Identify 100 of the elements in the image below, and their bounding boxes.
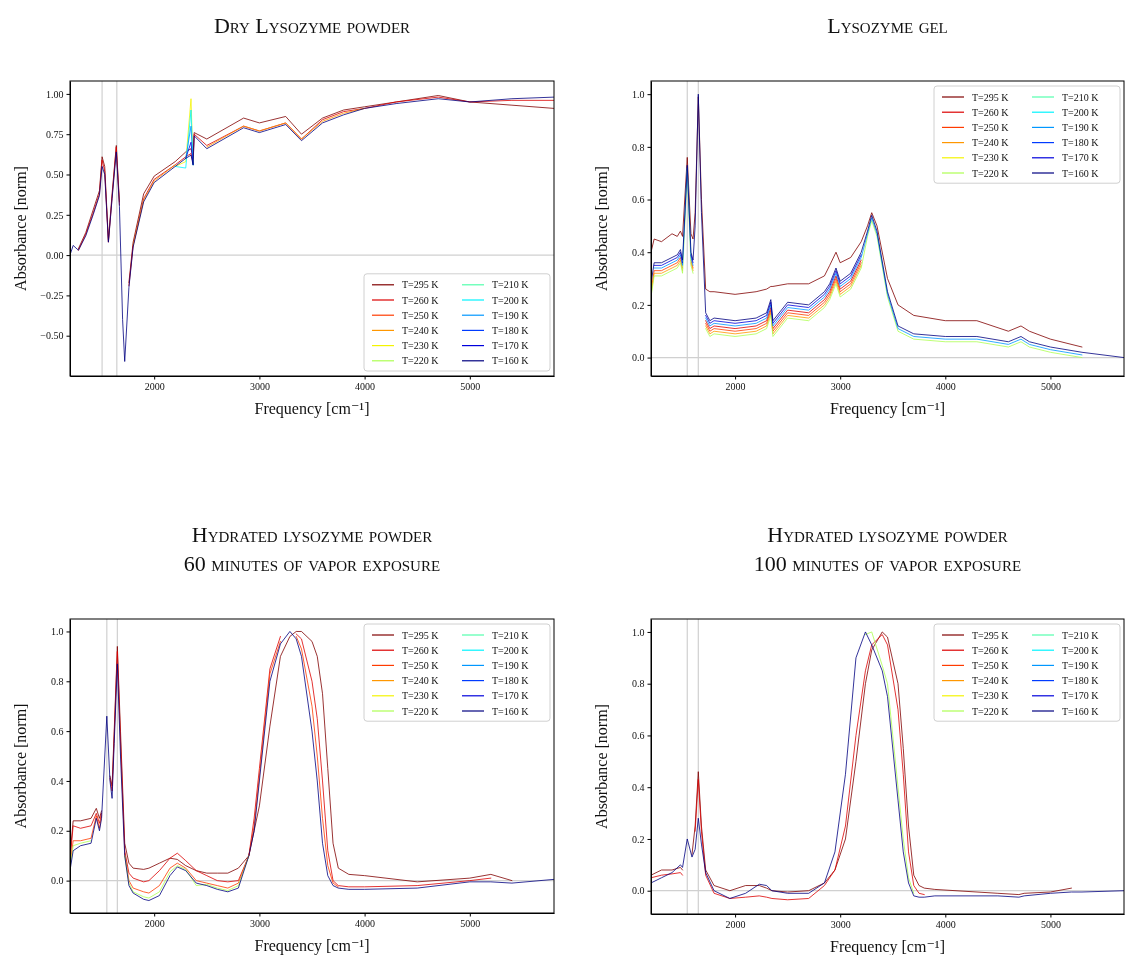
legend-label: T=230 K: [402, 690, 440, 702]
legend-label: T=160 K: [492, 705, 530, 717]
x-tick-label: 3000: [830, 918, 851, 930]
legend-label: T=295 K: [972, 91, 1010, 103]
y-tick-label: 0.8: [51, 675, 64, 687]
legend-label: T=240 K: [402, 324, 440, 336]
legend-label: T=250 K: [972, 659, 1010, 671]
legend-label: T=160 K: [1062, 705, 1100, 717]
y-tick-label: 0.0: [51, 875, 64, 887]
legend-label: T=210 K: [492, 629, 530, 641]
legend-label: T=250 K: [972, 121, 1010, 133]
legend-label: T=250 K: [402, 659, 440, 671]
legend-label: T=200 K: [492, 294, 530, 306]
legend-label: T=180 K: [1062, 675, 1100, 687]
legend-label: T=240 K: [972, 675, 1010, 687]
y-tick-label: 0.4: [632, 781, 645, 793]
x-axis-title: Frequency [cm⁻¹]: [254, 937, 370, 955]
legend-label: T=190 K: [1062, 659, 1100, 671]
legend-label: T=170 K: [492, 690, 530, 702]
y-tick-label: 0.4: [632, 246, 645, 258]
legend-label: T=240 K: [972, 137, 1010, 149]
y-tick-label: 1.0: [632, 626, 645, 638]
legend-label: T=220 K: [972, 705, 1010, 717]
x-tick-label: 5000: [460, 380, 481, 392]
legend-label: T=220 K: [402, 355, 440, 367]
legend-label: T=200 K: [1062, 106, 1100, 118]
y-tick-label: 0.6: [51, 725, 64, 737]
legend-label: T=210 K: [1062, 91, 1100, 103]
y-tick-label: 0.2: [632, 299, 645, 311]
x-tick-label: 4000: [355, 917, 376, 929]
chart-title: Lysozyme gel: [827, 13, 948, 38]
line-series: [70, 96, 554, 362]
legend-label: T=190 K: [1062, 121, 1100, 133]
legend-label: T=295 K: [402, 279, 440, 291]
line-series: [705, 259, 862, 329]
x-tick-label: 4000: [935, 380, 956, 392]
y-tick-label: 0.6: [632, 730, 645, 742]
y-tick-label: 0.4: [51, 775, 64, 787]
y-axis-title: Absorbance [norm]: [12, 166, 29, 291]
line-series: [865, 631, 915, 894]
y-tick-label: 0.0: [632, 352, 645, 364]
legend-label: T=210 K: [1062, 629, 1100, 641]
x-tick-label: 2000: [144, 380, 165, 392]
legend-label: T=200 K: [1062, 644, 1100, 656]
chart-title: Dry Lysozyme powder: [213, 13, 411, 38]
legend-label: T=295 K: [972, 629, 1010, 641]
legend-label: T=160 K: [492, 355, 530, 367]
legend-label: T=190 K: [492, 309, 530, 321]
legend-label: T=260 K: [972, 644, 1010, 656]
y-tick-label: 0.0: [632, 885, 645, 897]
x-tick-label: 5000: [460, 917, 481, 929]
y-axis-title: Absorbance [norm]: [593, 166, 610, 291]
legend-label: T=200 K: [492, 644, 530, 656]
legend-label: T=230 K: [972, 690, 1010, 702]
x-tick-label: 3000: [249, 917, 270, 929]
legend-label: T=295 K: [402, 629, 440, 641]
y-tick-label: 0.8: [632, 141, 645, 153]
x-tick-label: 5000: [1040, 380, 1061, 392]
legend-label: T=260 K: [402, 294, 440, 306]
legend-label: T=230 K: [972, 152, 1010, 164]
legend-label: T=170 K: [492, 340, 530, 352]
x-axis-title: Frequency [cm⁻¹]: [830, 400, 945, 418]
y-tick-label: 0.8: [632, 678, 645, 690]
x-axis-title: Frequency [cm⁻¹]: [830, 938, 945, 955]
y-axis-title: Absorbance [norm]: [593, 704, 610, 829]
legend-label: T=220 K: [402, 705, 440, 717]
x-tick-label: 5000: [1040, 918, 1061, 930]
y-tick-label: 1.00: [46, 88, 64, 100]
y-tick-label: 0.25: [46, 209, 64, 221]
chart-title: Hydrated lysozyme powder 100 minutes of vapor exposure: [753, 522, 1022, 576]
x-tick-label: 2000: [725, 380, 746, 392]
legend-label: T=170 K: [1062, 152, 1100, 164]
legend-label: T=240 K: [402, 675, 440, 687]
x-axis-title: Frequency [cm⁻¹]: [254, 400, 370, 418]
x-tick-label: 3000: [249, 380, 270, 392]
y-tick-label: 0.2: [51, 825, 64, 837]
y-tick-label: 0.6: [632, 194, 645, 206]
y-axis-title: Absorbance [norm]: [12, 703, 29, 829]
y-tick-label: 0.00: [46, 249, 64, 261]
legend-label: T=230 K: [402, 340, 440, 352]
x-tick-label: 4000: [355, 380, 376, 392]
legend-label: T=180 K: [492, 675, 530, 687]
y-tick-label: 0.50: [46, 169, 64, 181]
legend-label: T=170 K: [1062, 690, 1100, 702]
x-tick-label: 2000: [144, 917, 165, 929]
y-tick-label: 0.75: [46, 128, 64, 140]
legend-label: T=250 K: [402, 309, 440, 321]
y-tick-label: 1.0: [51, 626, 64, 638]
y-tick-label: 1.0: [632, 88, 645, 100]
y-tick-label: 0.2: [632, 833, 645, 845]
y-tick-label: −0.25: [40, 290, 64, 302]
legend-label: T=260 K: [972, 106, 1010, 118]
legend-label: T=220 K: [972, 167, 1010, 179]
x-tick-label: 2000: [725, 918, 746, 930]
x-tick-label: 3000: [830, 380, 851, 392]
legend-label: T=180 K: [492, 324, 530, 336]
legend-label: T=160 K: [1062, 167, 1100, 179]
y-tick-label: −0.50: [40, 330, 64, 342]
chart-title: Hydrated lysozyme powder 60 minutes of vapor exposure: [183, 522, 441, 576]
legend-label: T=190 K: [492, 659, 530, 671]
